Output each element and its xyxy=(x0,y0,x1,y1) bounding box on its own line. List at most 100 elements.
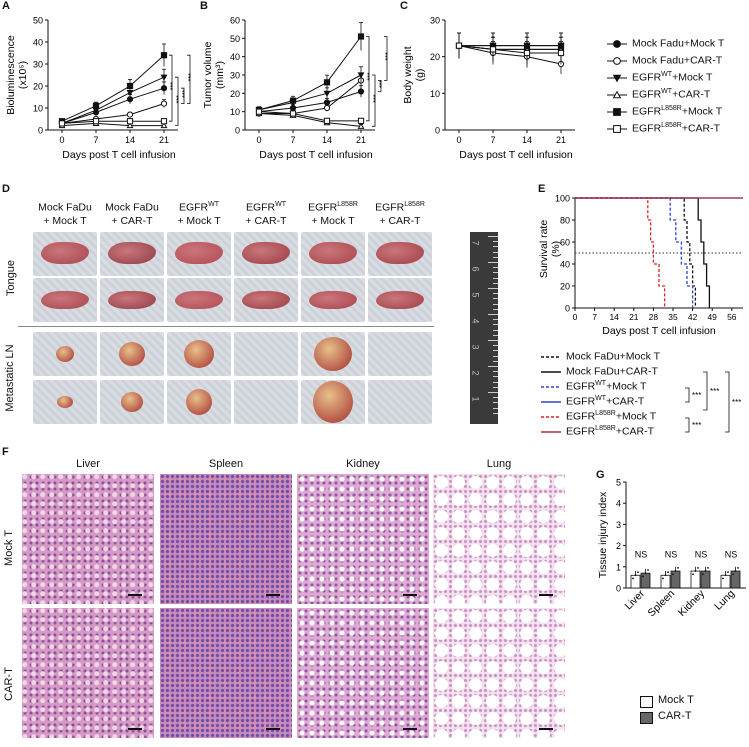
histology-image-lung xyxy=(433,474,565,604)
category-label: Kidney xyxy=(676,587,708,619)
photo-column-header: EGFRL858R + Mock T xyxy=(308,201,358,227)
tissue-photo xyxy=(234,332,298,376)
sig-bracket xyxy=(703,371,708,411)
legend-swatch xyxy=(541,431,561,433)
ruler-number: 1 xyxy=(470,396,481,402)
y-tick-label: 20 xyxy=(430,52,440,62)
tissue-photo xyxy=(33,278,97,322)
scale-bar xyxy=(128,594,142,596)
tissue-photo xyxy=(167,332,231,376)
chart-survival: 0 20 40 60 80 100 0 7 14 21 28 35 42 49 56 Days post T … xyxy=(538,194,743,337)
series-4 xyxy=(58,43,168,125)
bar xyxy=(630,574,641,589)
series-line xyxy=(61,122,164,127)
x-tick-label: 35 xyxy=(668,312,678,322)
tissue-photo xyxy=(234,278,298,322)
data-dot xyxy=(697,566,699,569)
x-tick-label: 21 xyxy=(556,135,566,145)
data-dot xyxy=(664,574,667,577)
bar xyxy=(700,570,711,589)
data-point xyxy=(612,90,622,99)
ns-label: NS xyxy=(665,549,678,559)
data-point xyxy=(455,42,463,49)
survival-sig-brackets: *** *** *** *** xyxy=(685,371,741,433)
legend-marker xyxy=(607,108,627,116)
series-line xyxy=(61,54,165,122)
legend-survival-groups: Mock FaDu+Mock T Mock FaDu+CAR-T EGFRWT+Mo… xyxy=(540,350,749,442)
y-tick-label: 20 xyxy=(230,89,240,99)
tissue-photo xyxy=(167,232,231,276)
x-tick-label: 21 xyxy=(629,312,639,322)
scale-bar xyxy=(266,594,280,596)
y-axis-label: Survival rate(%) xyxy=(538,220,562,279)
sig-label: *** xyxy=(188,73,195,81)
ruler-tick xyxy=(493,308,498,310)
histology-image-lung xyxy=(433,608,565,738)
series-0 xyxy=(58,81,168,127)
y-axis-label: Tissue injury index xyxy=(597,491,609,578)
x-tick-label: 0 xyxy=(456,135,461,145)
histology-column-header: Liver xyxy=(76,458,100,470)
y-axis-label: Bioluminescence(x10⁵) xyxy=(5,35,29,115)
tissue-photo xyxy=(100,380,164,424)
sig-bracket xyxy=(685,417,690,433)
histology-image-spleen xyxy=(160,608,292,738)
legend-label: Mock T xyxy=(658,694,694,706)
y-tick-label: 4 xyxy=(616,499,621,509)
bar xyxy=(670,570,681,589)
x-tick-label: 14 xyxy=(609,312,619,322)
ruler-tick xyxy=(493,345,498,347)
tissue-photo xyxy=(301,380,365,424)
data-point xyxy=(160,121,168,129)
x-tick-label: 21 xyxy=(356,135,366,145)
ruler-tick xyxy=(493,282,498,284)
chart-body-weight: 0 10 20 30 0 7 14 21 Days post T cell infusion Bo… xyxy=(402,16,575,161)
photo-column-header: Mock FaDu + CAR-T xyxy=(105,201,159,227)
x-axis-label: Days post T cell infusion xyxy=(259,149,373,161)
ns-label: NS xyxy=(725,549,738,559)
sig-label: *** xyxy=(182,89,189,97)
y-tick-label: 0 xyxy=(616,584,621,594)
panel-label-f: F xyxy=(2,446,9,458)
y-tick-label: 60 xyxy=(560,238,570,248)
series-line xyxy=(61,87,165,124)
tissue-photo xyxy=(167,278,231,322)
legend-item: CAR-T xyxy=(640,710,740,724)
data-dot xyxy=(694,570,697,572)
photo-column-header: EGFRWT + Mock T xyxy=(177,201,221,227)
data-dot xyxy=(677,566,679,569)
ruler-tick xyxy=(493,324,498,326)
ruler-tick xyxy=(488,262,498,263)
ruler-tick xyxy=(493,272,498,274)
lymph-node-specimen xyxy=(313,381,353,423)
tongue-specimen xyxy=(41,291,89,309)
sig-bracket xyxy=(187,54,191,104)
tissue-photo xyxy=(301,232,365,276)
y-tick-label: 40 xyxy=(230,52,240,62)
series-0 xyxy=(255,85,365,115)
ruler-tick xyxy=(493,350,498,352)
survival-curve-2 xyxy=(575,197,694,308)
series-line xyxy=(258,91,362,113)
legend-item: EGFRWT+Mock T xyxy=(540,380,700,394)
ruler-tick xyxy=(488,288,498,289)
y-tick-label: 3 xyxy=(616,520,621,530)
tongue-specimen xyxy=(175,291,223,309)
ns-label: NS xyxy=(695,549,708,559)
data-dot xyxy=(667,571,669,573)
legend-item: EGFRWT+CAR-T xyxy=(606,87,749,103)
sig-bracket xyxy=(725,371,730,433)
sig-bracket xyxy=(384,36,388,81)
ruler-tick xyxy=(493,397,498,399)
lymph-node-specimen xyxy=(119,342,145,366)
x-tick-label: 0 xyxy=(256,135,261,145)
ruler-number: 4 xyxy=(470,318,481,324)
legend-label: EGFRWT+Mock T xyxy=(632,71,713,84)
series-line xyxy=(258,111,361,122)
ruler-tick xyxy=(493,355,498,357)
row-label-tongue: Tongue xyxy=(5,259,17,297)
survival-curve-4 xyxy=(575,197,666,308)
sig-label: *** xyxy=(176,95,183,103)
data-point xyxy=(612,74,622,83)
y-tick-label: 0 xyxy=(565,304,570,314)
